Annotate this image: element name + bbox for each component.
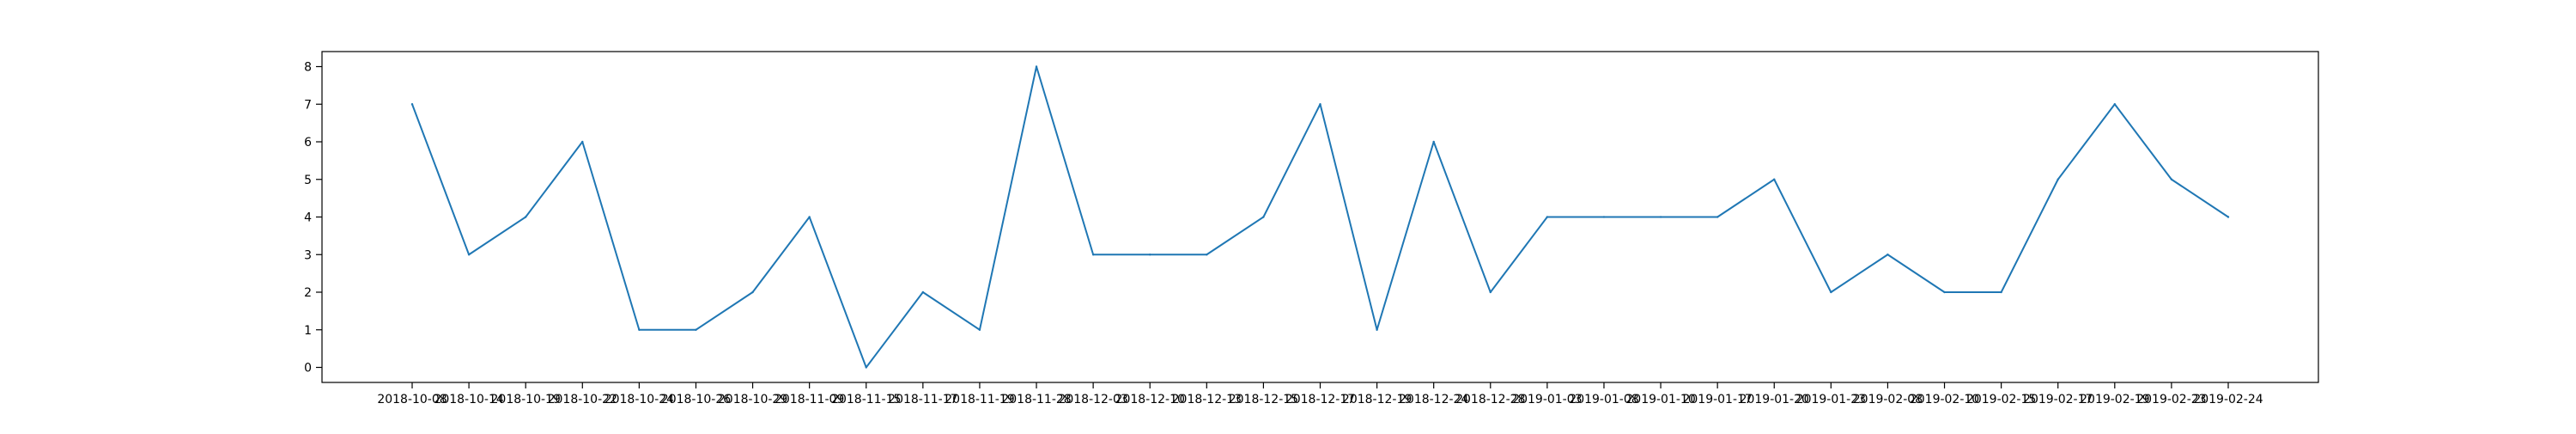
x-tick-label: 2019-02-19 [2080,393,2149,406]
data-point [1206,254,1208,256]
x-tick-label: 2018-11-28 [1001,393,1071,406]
data-point [1432,140,1435,144]
data-point [2113,103,2117,106]
data-point [1489,290,1492,294]
data-point [1773,178,1776,180]
data-point [2170,178,2173,180]
data-point [524,216,527,218]
x-tick-label: 2018-12-17 [1285,393,1355,406]
series-layer [410,65,2230,369]
data-point [1602,216,1606,218]
x-tick-label: 2018-11-17 [888,393,957,406]
x-tick-label: 2019-02-23 [2136,393,2206,406]
data-point [1091,254,1095,256]
x-tick-label: 2019-02-15 [1966,393,2036,406]
x-tick-label: 2018-10-26 [661,393,731,406]
x-tick-label: 2019-02-24 [2193,393,2263,406]
x-tick-label: 2018-12-19 [1342,393,1412,406]
y-tick-label: 7 [304,98,312,112]
x-tick-label: 2018-12-13 [1172,393,1242,406]
x-tick-label: 2018-11-15 [831,393,901,406]
x-tick-label: 2018-12-10 [1115,393,1185,406]
data-point [2227,216,2230,218]
x-tick-label: 2018-10-24 [605,393,674,406]
x-axis: 2018-10-082018-10-142018-10-192018-10-22… [377,382,2263,406]
x-tick-label: 2019-01-23 [1796,393,1866,406]
data-point [1830,290,1832,294]
data-point [978,328,981,331]
x-tick-label: 2018-11-19 [945,393,1014,406]
data-point [2057,178,2059,180]
x-tick-label: 2019-02-08 [1853,393,1923,406]
data-point [695,328,697,331]
data-point [808,216,811,218]
y-tick-label: 0 [304,362,312,376]
data-point [1943,290,1946,294]
x-tick-label: 2018-12-28 [1455,393,1525,406]
x-tick-label: 2019-01-08 [1569,393,1638,406]
data-point [1886,254,1889,256]
data-point [410,103,414,106]
x-tick-label: 2019-01-10 [1625,393,1695,406]
y-tick-label: 8 [304,61,312,75]
x-tick-label: 2018-12-15 [1229,393,1298,406]
data-point [1035,65,1038,68]
data-point [921,290,925,294]
y-tick-label: 3 [304,248,312,262]
x-tick-label: 2019-02-10 [1910,393,1979,406]
x-tick-label: 2018-10-14 [434,393,503,406]
data-point [1659,216,1662,218]
data-point [1262,216,1265,218]
x-tick-label: 2019-01-03 [1512,393,1582,406]
y-axis: 0 1 2 3 4 5 6 7 8 [304,61,322,376]
x-tick-label: 2019-02-17 [2023,393,2093,406]
plot-area [321,51,2319,383]
data-point [581,140,584,144]
x-tick-label: 2018-10-19 [491,393,561,406]
data-point [1319,103,1321,106]
y-tick-label: 6 [304,136,312,150]
x-tick-label: 2019-01-17 [1682,393,1752,406]
data-point [1546,216,1549,218]
data-point [638,328,641,331]
y-tick-label: 1 [304,324,312,338]
data-point [1376,328,1378,331]
data-point [865,366,867,369]
x-tick-label: 2019-01-20 [1740,393,1809,406]
y-tick-label: 5 [304,174,312,187]
data-point [1716,216,1719,218]
x-tick-label: 2018-10-08 [377,393,447,406]
data-point [467,254,471,256]
x-tick-label: 2018-11-09 [775,393,844,406]
data-point [751,290,754,294]
y-tick-label: 2 [304,286,312,300]
x-tick-label: 2018-10-29 [718,393,787,406]
x-tick-label: 2018-10-22 [548,393,617,406]
y-tick-label: 4 [304,211,312,225]
x-tick-label: 2018-12-24 [1399,393,1468,406]
x-tick-label: 2018-12-03 [1058,393,1127,406]
data-point [2000,290,2002,294]
data-point [1149,254,1151,256]
